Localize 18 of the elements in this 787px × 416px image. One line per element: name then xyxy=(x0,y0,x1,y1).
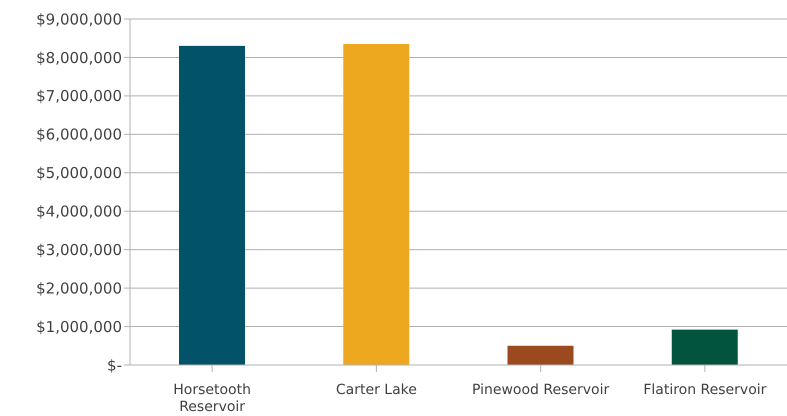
bar xyxy=(179,46,245,365)
y-tick-label: $9,000,000 xyxy=(36,10,122,28)
bar xyxy=(672,330,738,365)
y-tick-label: $- xyxy=(107,356,122,374)
y-tick-label: $8,000,000 xyxy=(36,48,122,67)
x-tick-label: Pinewood Reservoir xyxy=(472,382,610,398)
x-tick-label: Horsetooth Reservoir xyxy=(173,382,251,415)
bar xyxy=(343,44,410,365)
y-tick-label: $2,000,000 xyxy=(36,279,122,298)
y-tick-label: $7,000,000 xyxy=(36,87,122,106)
x-tick-label: Flatiron Reservoir xyxy=(643,382,767,398)
bar xyxy=(508,346,574,365)
y-tick-label: $4,000,000 xyxy=(36,202,122,221)
y-tick-label: $5,000,000 xyxy=(36,164,122,182)
y-tick-label: $1,000,000 xyxy=(36,318,122,336)
y-tick-label: $6,000,000 xyxy=(36,126,122,144)
y-tick-label: $3,000,000 xyxy=(36,240,122,259)
x-tick-label: Carter Lake xyxy=(336,382,417,398)
